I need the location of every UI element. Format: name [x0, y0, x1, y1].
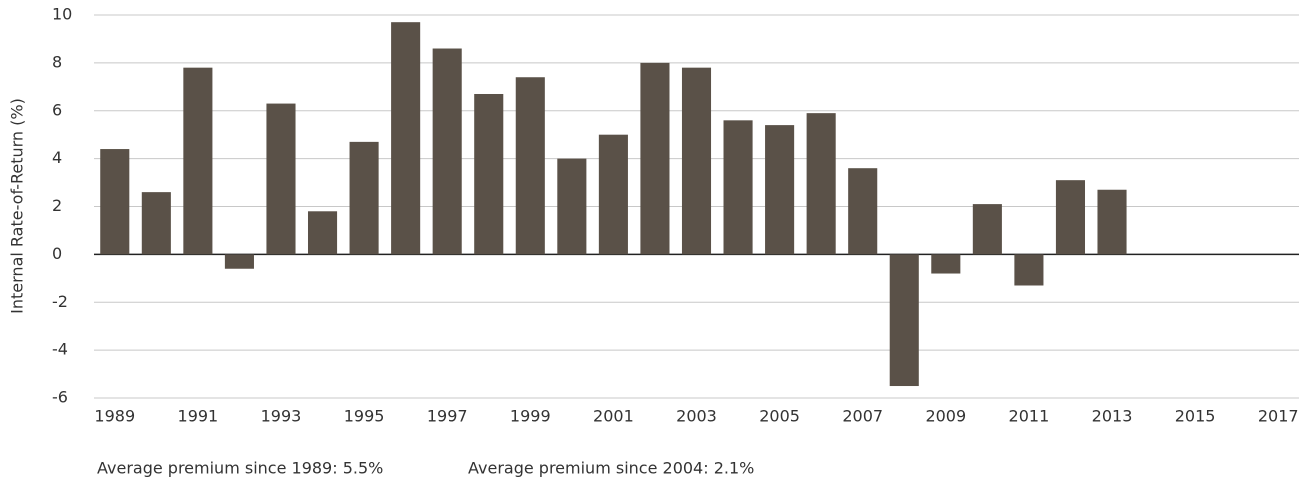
x-tick-label: 2003	[676, 407, 717, 426]
bar	[349, 141, 379, 255]
x-tick-label: 1989	[94, 407, 135, 426]
bar	[972, 204, 1002, 255]
annotation: Average premium since 2004: 2.1%	[468, 459, 754, 478]
bar	[765, 125, 795, 255]
bar	[307, 211, 338, 255]
y-tick-label: 10	[52, 5, 72, 24]
bar	[889, 254, 919, 387]
x-tick-label: 2011	[1009, 407, 1050, 426]
bar	[806, 113, 836, 255]
y-tick-label: 0	[52, 244, 62, 263]
y-axis-label: Internal Rate-of-Return (%)	[8, 98, 27, 314]
y-tick-label: 2	[52, 196, 62, 215]
bar	[640, 62, 670, 255]
y-tick-label: -6	[52, 388, 68, 407]
bar	[848, 168, 878, 255]
x-tick-label: 2015	[1175, 407, 1216, 426]
y-tick-label: 6	[52, 100, 62, 119]
x-tick-label: 1997	[427, 407, 468, 426]
bar	[557, 158, 587, 255]
y-tick-label: -4	[52, 340, 68, 359]
x-tick-label: 1999	[510, 407, 551, 426]
x-tick-label: 2001	[593, 407, 634, 426]
bar	[515, 77, 545, 255]
y-tick-label: -2	[52, 292, 68, 311]
bar	[723, 120, 753, 255]
x-tick-label: 2009	[925, 407, 966, 426]
bar	[931, 254, 961, 274]
x-tick-label: 2007	[842, 407, 883, 426]
bar	[1014, 254, 1044, 286]
bar	[391, 22, 421, 255]
bar	[141, 192, 171, 255]
bar	[474, 93, 504, 255]
bar	[1055, 180, 1086, 255]
x-tick-label: 2005	[759, 407, 800, 426]
y-tick-label: 4	[52, 148, 62, 167]
y-tick-label: 8	[52, 52, 62, 71]
bar	[224, 254, 254, 269]
bar	[266, 103, 296, 255]
x-tick-label: 1991	[178, 407, 219, 426]
x-tick-label: 2017	[1258, 407, 1299, 426]
bar	[100, 149, 130, 255]
bar	[598, 134, 628, 255]
bar	[183, 67, 213, 255]
x-tick-label: 2013	[1092, 407, 1133, 426]
bar	[681, 67, 712, 255]
bar	[1097, 189, 1127, 255]
x-tick-label: 1995	[344, 407, 385, 426]
bar	[432, 48, 462, 255]
annotation: Average premium since 1989: 5.5%	[97, 459, 383, 478]
x-tick-label: 1993	[261, 407, 302, 426]
